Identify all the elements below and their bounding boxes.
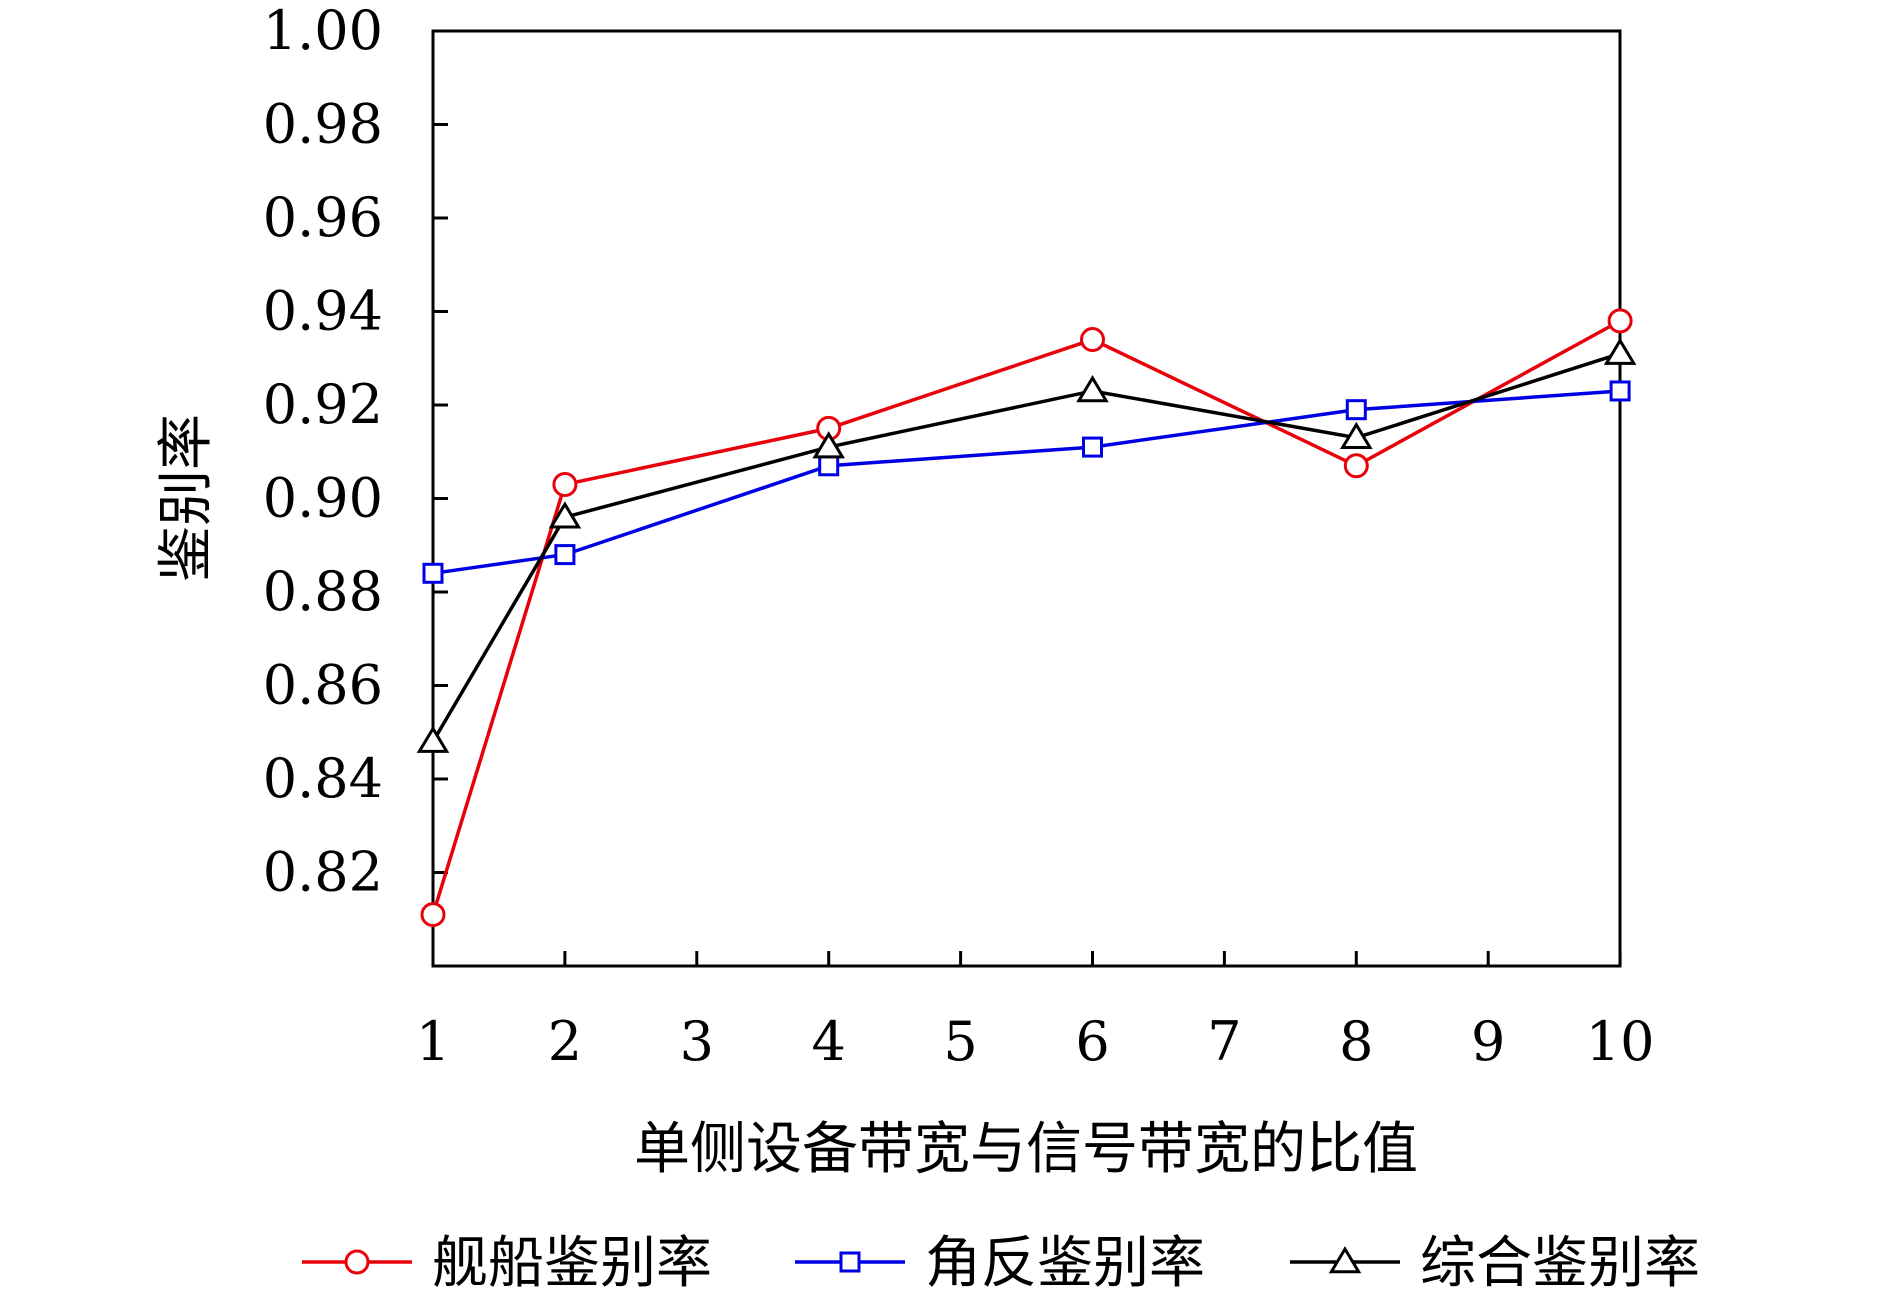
data-point (552, 471, 578, 497)
series-2 (422, 380, 1631, 584)
x-tick-label: 4 (812, 1010, 846, 1073)
x-tick-label: 9 (1471, 1010, 1505, 1073)
y-tick-label: 0.88 (263, 560, 383, 623)
x-tick-label: 10 (1586, 1010, 1655, 1073)
legend-label: 综合鉴别率 (1420, 1231, 1700, 1293)
data-point (416, 725, 450, 753)
legend-marker (344, 1249, 370, 1275)
data-point (1609, 380, 1631, 402)
data-point (554, 544, 576, 566)
data-point (548, 501, 582, 529)
x-tick-label: 6 (1075, 1010, 1109, 1073)
data-point (1082, 436, 1103, 458)
x-tick-label: 1 (416, 1010, 450, 1073)
x-tick-label: 8 (1339, 1010, 1373, 1073)
series-line (431, 351, 1621, 743)
y-tick-label: 0.94 (263, 280, 383, 343)
data-point (422, 562, 444, 584)
data-point (1607, 308, 1633, 334)
x-tick-label: 2 (548, 1010, 582, 1073)
y-tick-label: 0.82 (263, 841, 383, 904)
plot-frame (431, 29, 1622, 968)
legend-label: 舰船鉴别率 (432, 1231, 712, 1293)
data-point (1340, 421, 1373, 449)
y-tick-label: 0.84 (263, 747, 383, 810)
legend-marker (1328, 1246, 1362, 1274)
legend-label: 角反鉴别率 (925, 1231, 1205, 1293)
data-point (812, 431, 845, 459)
x-tick-label: 7 (1207, 1010, 1241, 1073)
legend: 舰船鉴别率 角反鉴别率 综合鉴别率 (302, 1231, 1700, 1296)
data-point (420, 902, 446, 928)
legend-marker (839, 1251, 861, 1273)
y-tick-label: 0.86 (263, 654, 383, 717)
legend-item: 综合鉴别率 (1290, 1231, 1700, 1296)
data-point (1080, 327, 1105, 353)
x-tick-label: 5 (943, 1010, 977, 1073)
data-point (818, 455, 840, 477)
y-tick-label: 0.96 (263, 186, 383, 249)
y-axis-ticks: 0.82 0.84 0.86 0.88 0.90 0.92 0.94 0.96 0.98 1.00 (263, 0, 448, 904)
x-axis-label: 单侧设备带宽与信号带宽的比值 (634, 1117, 1418, 1182)
y-tick-label: 0.92 (263, 373, 383, 436)
y-tick-label: 1.00 (263, 0, 383, 62)
data-point (1343, 453, 1369, 479)
legend-item: 舰船鉴别率 (302, 1231, 712, 1296)
y-tick-label: 0.98 (263, 93, 383, 156)
series-3 (416, 337, 1637, 753)
data-point (1345, 399, 1367, 421)
series-layer (416, 308, 1637, 928)
x-axis-ticks: 1 2 3 4 5 6 7 8 9 10 (416, 951, 1655, 1073)
x-tick-label: 3 (680, 1010, 714, 1073)
data-point (1603, 337, 1637, 365)
data-point (1076, 375, 1109, 403)
legend-item: 角反鉴别率 (795, 1231, 1205, 1296)
y-axis-label: 鉴别率 (154, 414, 219, 582)
y-tick-label: 0.90 (263, 467, 383, 530)
